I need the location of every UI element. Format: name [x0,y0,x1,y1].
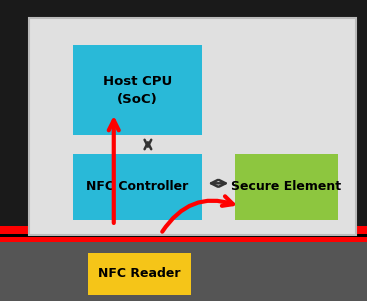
Text: NFC Reader: NFC Reader [98,267,181,281]
Bar [0,238,367,301]
Bar [73,45,202,135]
FancyArrowPatch shape [162,196,233,232]
Text: NFC Controller: NFC Controller [87,180,189,193]
Text: Secure Element: Secure Element [231,180,341,193]
Bar [0,234,367,237]
Bar [88,253,191,295]
Text: Host CPU
(SoC): Host CPU (SoC) [103,75,172,106]
Bar [235,154,338,220]
Bar [73,154,202,220]
FancyBboxPatch shape [29,18,356,235]
Bar [0,226,367,242]
